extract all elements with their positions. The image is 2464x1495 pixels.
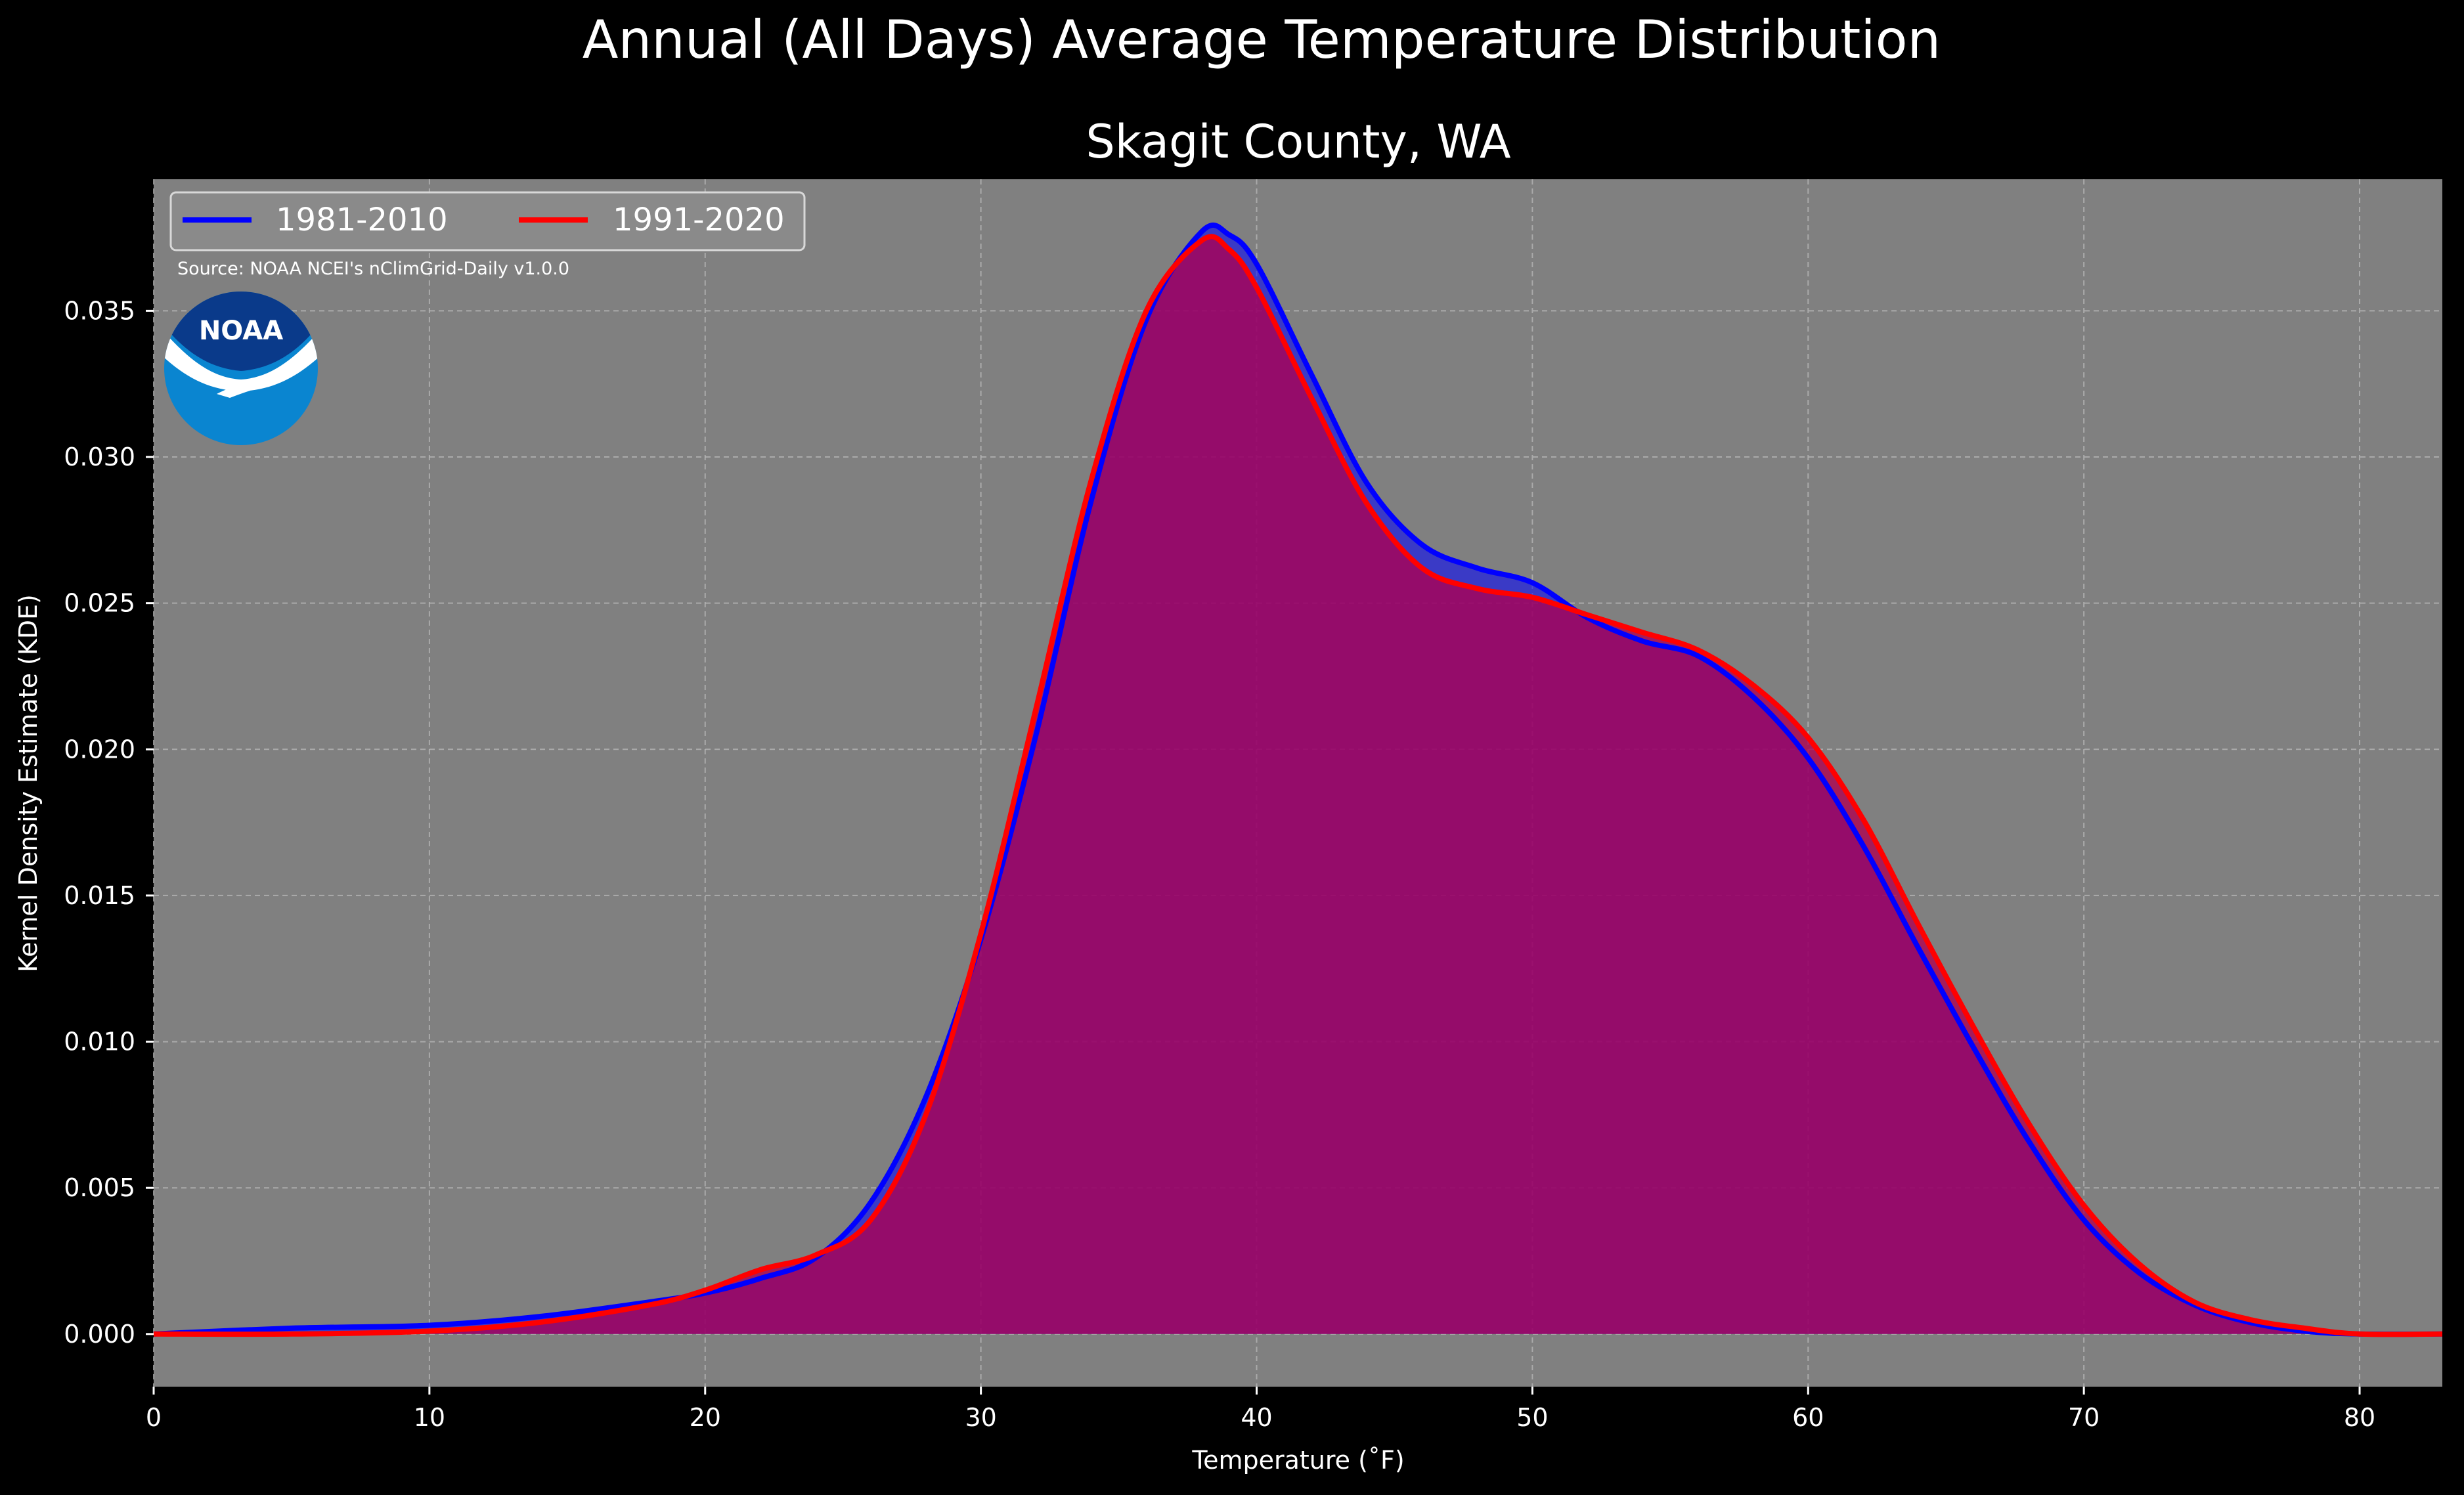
y-tick-label: 0.015 <box>64 881 135 910</box>
legend-box <box>169 191 806 251</box>
x-tick-label: 0 <box>146 1403 162 1432</box>
y-tick-label: 0.010 <box>64 1028 135 1056</box>
x-tick-label: 60 <box>1792 1403 1824 1432</box>
noaa-logo-text: NOAA <box>199 316 283 346</box>
y-tick-label: 0.005 <box>64 1173 135 1202</box>
y-tick-label: 0.000 <box>64 1320 135 1349</box>
x-tick-label: 10 <box>414 1403 445 1432</box>
series-line-1981-2010 <box>153 222 2443 1337</box>
x-axis-label: Temperature (˚F) <box>1191 1446 1404 1475</box>
y-axis: 0.000 0.005 0.010 0.015 0.020 0.025 0.030 0.035 <box>64 296 154 1349</box>
y-tick-label: 0.025 <box>64 589 135 618</box>
y-tick-label: 0.020 <box>64 735 135 764</box>
y-axis-label: Kernel Density Estimate (KDE) <box>14 594 43 972</box>
y-tick-label: 0.035 <box>64 296 135 325</box>
x-tick-label: 20 <box>690 1403 721 1432</box>
x-tick-label: 70 <box>2068 1403 2100 1432</box>
legend-label-1981-2010: 1981-2010 <box>276 202 448 238</box>
chart-suptitle: Annual (All Days) Average Temperature Di… <box>583 9 1941 70</box>
legend-label-1991-2020: 1991-2020 <box>613 202 785 238</box>
noaa-logo-upper <box>164 292 318 371</box>
x-tick-label: 40 <box>1241 1403 1272 1432</box>
chart-title: Skagit County, WA <box>1086 115 1510 169</box>
x-tick-label: 50 <box>1516 1403 1548 1432</box>
legend: 1981-2010 1991-2020 <box>169 191 806 251</box>
x-axis: 0 10 20 30 40 50 60 70 80 <box>146 1387 2375 1432</box>
source-note: Source: NOAA NCEI's nClimGrid-Daily v1.0… <box>177 259 569 279</box>
noaa-logo-bird <box>164 328 318 398</box>
x-tick-label: 30 <box>965 1403 996 1432</box>
series-lines <box>153 222 2443 1337</box>
noaa-logo: NOAA <box>164 292 318 445</box>
x-tick-label: 80 <box>2344 1403 2375 1432</box>
series-line-1991-2020 <box>153 234 2443 1337</box>
series-fill-1991-2020 <box>154 236 2442 1335</box>
y-tick-label: 0.030 <box>64 443 135 471</box>
series-fills <box>154 225 2442 1335</box>
